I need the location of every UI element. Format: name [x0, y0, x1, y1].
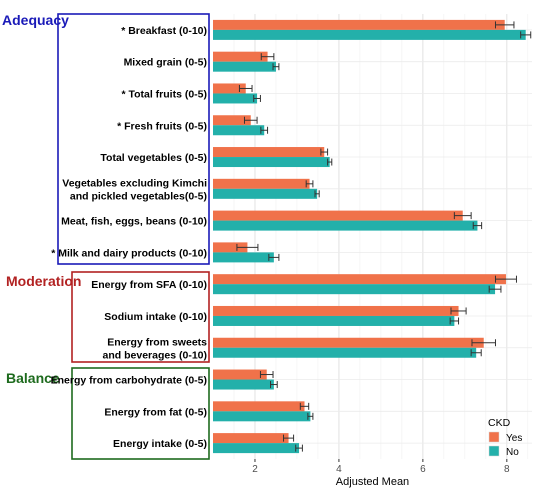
category-label-9: Sodium intake (0-10) [104, 311, 207, 323]
bar-yes-2 [213, 83, 246, 94]
bar-no-7 [213, 252, 274, 263]
x-tick-label: 6 [420, 464, 426, 475]
section-label-balance: Balance [6, 370, 60, 386]
category-label-5: Vegetables excluding Kimchi and pickled v… [62, 177, 207, 202]
x-tick-label: 2 [252, 464, 258, 475]
bar-no-4 [213, 157, 330, 168]
legend-label-yes: Yes [506, 433, 522, 444]
category-label-6: Meat, fish, eggs, beans (0-10) [61, 216, 207, 228]
x-tick-label: 8 [504, 464, 510, 475]
bar-no-13 [213, 443, 300, 454]
x-tick-label: 4 [336, 464, 342, 475]
x-axis-title: Adjusted Mean [336, 476, 409, 488]
bars [213, 19, 526, 454]
x-axis-ticks: 2 4 6 8 [252, 459, 510, 475]
category-label-12: Energy from fat (0-5) [104, 406, 207, 418]
category-label-10: Energy from sweets and beverages (0-10) [103, 336, 208, 361]
bar-no-5 [213, 188, 318, 199]
section-boxes: Adequacy Moderation Balance [2, 12, 210, 460]
category-labels: * Breakfast (0-10) Mixed grain (0-5) * Tot… [51, 25, 208, 450]
category-label-13: Energy intake (0-5) [113, 438, 207, 450]
bar-yes-9 [213, 305, 459, 316]
category-label-1: Mixed grain (0-5) [124, 57, 207, 69]
bar-yes-1 [213, 51, 268, 62]
bar-no-6 [213, 220, 478, 231]
bar-no-2 [213, 93, 258, 104]
legend-label-no: No [506, 447, 519, 458]
bar-yes-13 [213, 433, 289, 444]
category-label-11: Energy from carbohydrate (0-5) [51, 375, 207, 387]
bar-yes-4 [213, 147, 325, 158]
legend-key-no [488, 445, 500, 457]
bar-yes-0 [213, 19, 505, 30]
bar-yes-11 [213, 369, 267, 380]
section-box-adequacy [57, 13, 210, 265]
bar-yes-8 [213, 274, 506, 285]
bar-yes-3 [213, 115, 251, 126]
category-label-0: * Breakfast (0-10) [121, 25, 207, 37]
legend: CKD Yes No [488, 417, 522, 458]
category-label-4: Total vegetables (0-5) [100, 152, 207, 164]
section-box-balance [71, 367, 210, 460]
plot-area [213, 14, 532, 459]
bar-no-12 [213, 411, 311, 422]
bar-yes-12 [213, 401, 305, 412]
section-label-adequacy: Adequacy [2, 12, 69, 28]
bar-no-8 [213, 284, 496, 295]
section-box-moderation [71, 271, 210, 363]
category-label-8: Energy from SFA (0-10) [91, 279, 207, 291]
bar-no-9 [213, 315, 455, 326]
bar-no-1 [213, 61, 276, 72]
bar-no-10 [213, 347, 477, 358]
bar-yes-10 [213, 337, 484, 348]
category-label-3: * Fresh fruits (0-5) [117, 120, 207, 132]
legend-key-yes [488, 431, 500, 443]
plot-panel [213, 14, 532, 459]
category-label-7: * Milk and dairy products (0-10) [51, 247, 207, 259]
bar-yes-6 [213, 210, 463, 221]
error-bars [236, 21, 532, 452]
bar-yes-5 [213, 178, 310, 189]
bar-yes-7 [213, 242, 248, 253]
bar-no-11 [213, 379, 274, 390]
bar-no-3 [213, 125, 265, 136]
legend-title: CKD [488, 417, 511, 429]
section-label-moderation: Moderation [6, 273, 81, 289]
category-label-2: * Total fruits (0-5) [121, 88, 207, 100]
bar-no-0 [213, 29, 526, 40]
